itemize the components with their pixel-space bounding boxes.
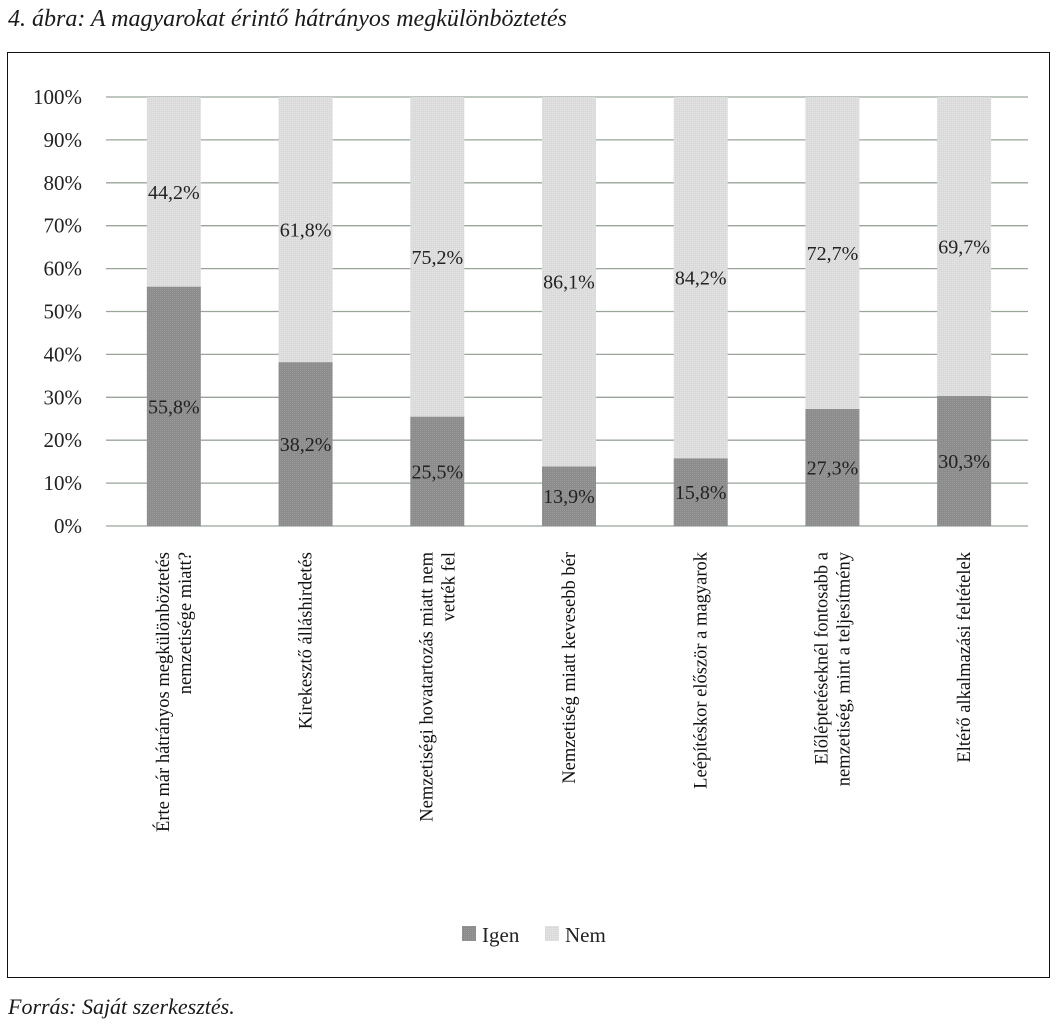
y-tick-label: 0% [54,514,82,538]
y-tick-label: 70% [44,214,83,238]
y-tick-label: 10% [44,471,83,495]
y-tick-label: 30% [44,385,83,409]
legend-swatch-nem [545,926,559,941]
legend-label: Nem [565,923,606,947]
chart-frame [7,52,1050,978]
data-labels: 55,8% 44,2% 38,2% 61,8% 25,5% 75,2% 13,9% 86,1%… [148,182,990,508]
category-label: Leépítéskor először a magyarok [692,551,712,789]
y-tick-label: 80% [44,171,83,195]
category-labels: Érte már hátrányos megkülönböztetés nemze… [152,551,975,832]
y-axis-ticks: 0% 10% 20% 30% 40% 50% 60% 70% 80% 90% 100% [33,85,82,538]
category-label: Érte már hátrányos megkülönböztetés [152,552,174,832]
y-tick-label: 100% [33,85,82,109]
data-label: 55,8% [148,396,200,418]
data-label: 27,3% [807,457,859,479]
y-tick-label: 60% [44,257,83,281]
bar-segment-nem [278,97,333,363]
category-label: Nemzetiség miatt kevesebb bér [560,552,580,784]
category-label: nemzetisége miatt? [176,552,196,694]
category-label: nemzetiség, mint a teljesítmény [834,551,854,786]
data-label: 15,8% [675,482,727,504]
bar-segment-nem [410,97,465,417]
category-label: Előléptetéseknél fontosabb a [812,552,832,765]
category-label: Nemzetiségi hovatartozás miatt nem [417,551,437,821]
figure-caption: 4. ábra: A magyarokat érintő hátrányos m… [8,6,567,32]
data-label: 84,2% [675,268,727,290]
data-label: 86,1% [543,272,595,294]
y-tick-label: 90% [44,128,83,152]
data-label: 69,7% [938,237,990,259]
data-label: 61,8% [280,220,332,242]
category-label: Eltérő alkalmazási feltételek [955,551,975,762]
category-label: vették fel [439,552,459,621]
legend-swatch-igen [462,926,476,941]
bar-segment-nem [673,97,728,459]
data-label: 75,2% [411,247,463,269]
bar-segment-igen [410,416,465,526]
bar-segment-igen [805,408,860,526]
bar-segment-igen [673,458,728,526]
data-label: 44,2% [148,182,200,204]
data-label: 72,7% [807,243,859,265]
figure-source: Forrás: Saját szerkesztés. [8,994,235,1019]
bar-segment-nem [542,97,596,467]
data-label: 13,9% [543,486,595,508]
legend: Igen Nem [462,923,606,947]
bar-segment-nem [937,97,992,397]
bar-segment-igen [278,362,333,526]
bar-segment-nem [805,97,860,409]
category-label: Kirekesztő álláshirdetés [297,552,317,729]
bar-segment-nem [146,97,201,287]
bar-segment-igen [937,396,992,526]
y-tick-label: 50% [44,300,83,324]
data-label: 25,5% [411,461,463,483]
bar-segment-igen [146,286,201,526]
legend-label: Igen [482,923,520,947]
bars [146,97,992,526]
data-label: 38,2% [280,434,332,456]
y-tick-label: 40% [44,342,83,366]
bar-segment-igen [542,466,596,526]
data-label: 30,3% [938,451,990,473]
y-tick-label: 20% [44,428,83,452]
